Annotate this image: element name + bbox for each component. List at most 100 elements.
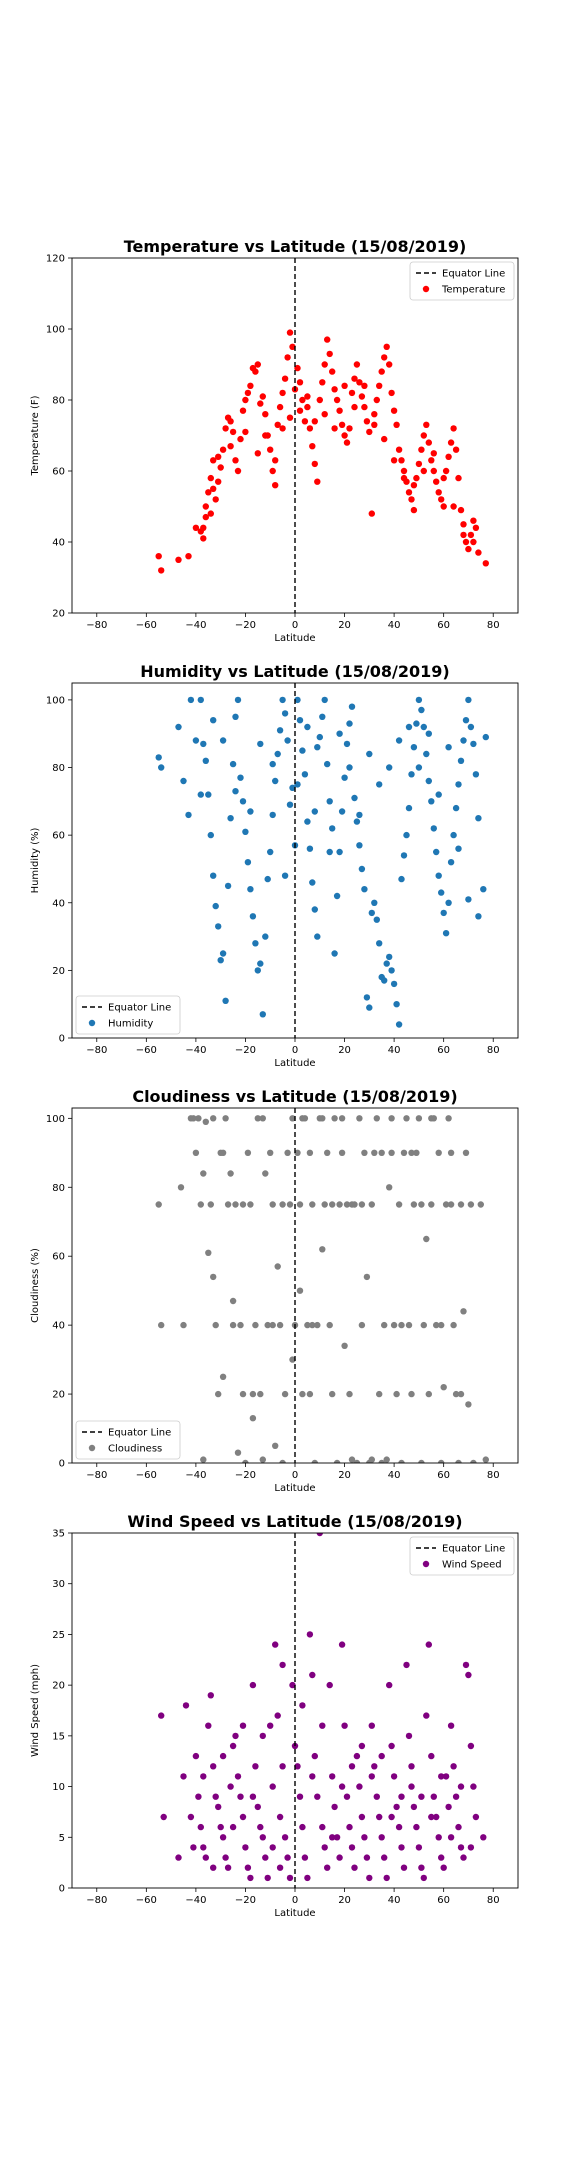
data-point — [331, 950, 338, 957]
data-point — [395, 1201, 403, 1208]
data-point — [319, 1823, 326, 1831]
data-point — [289, 784, 296, 791]
data-point — [415, 696, 423, 704]
data-point — [284, 1854, 291, 1861]
data-point — [386, 1681, 393, 1689]
data-point — [418, 1793, 425, 1800]
data-point — [333, 892, 341, 900]
data-point — [200, 1456, 207, 1463]
data-point — [393, 421, 400, 428]
data-point — [158, 1712, 165, 1719]
data-point — [410, 506, 418, 514]
data-point — [319, 1722, 326, 1729]
data-point — [393, 1390, 400, 1398]
data-point — [187, 1813, 195, 1821]
data-point — [457, 1844, 465, 1851]
data-point — [408, 1390, 415, 1398]
data-point — [284, 737, 291, 744]
y-tick-label: 60 — [52, 1252, 65, 1263]
data-point — [405, 723, 413, 731]
data-point — [457, 506, 465, 514]
data-point — [366, 1004, 373, 1011]
data-point — [358, 393, 366, 400]
data-point — [450, 831, 457, 839]
data-point — [376, 382, 383, 389]
data-point — [467, 1844, 475, 1851]
data-point — [279, 389, 286, 397]
data-point — [279, 1661, 286, 1669]
data-point — [222, 1854, 229, 1861]
data-point — [371, 421, 378, 428]
data-point — [420, 1321, 427, 1329]
data-point — [356, 379, 363, 386]
data-point — [267, 446, 274, 453]
data-point — [348, 1844, 356, 1851]
x-tick-label: −40 — [185, 620, 206, 631]
data-point — [405, 489, 413, 496]
data-point — [262, 432, 269, 439]
data-point — [321, 1201, 328, 1208]
data-point — [175, 723, 182, 731]
data-point — [363, 1273, 371, 1281]
legend-box — [409, 1536, 515, 1576]
data-point — [361, 1834, 368, 1841]
data-point — [229, 1321, 237, 1329]
data-point — [234, 1449, 242, 1456]
data-point — [222, 997, 229, 1004]
data-point — [306, 1631, 314, 1638]
data-point — [452, 804, 460, 812]
data-point — [215, 453, 222, 460]
x-tick-label: 0 — [292, 1470, 298, 1481]
y-tick-label: 0 — [59, 1884, 65, 1895]
data-point — [299, 396, 306, 404]
data-point — [381, 1321, 388, 1329]
data-point — [477, 1201, 484, 1208]
data-point — [408, 1149, 415, 1156]
data-point — [254, 1803, 261, 1811]
data-point — [279, 1201, 286, 1208]
data-point — [239, 1722, 247, 1729]
data-point — [304, 393, 311, 400]
x-tick-label: 60 — [437, 1470, 450, 1481]
data-point — [418, 1201, 425, 1208]
data-point — [381, 977, 388, 984]
y-tick-label: 30 — [52, 1579, 65, 1590]
data-point — [336, 1201, 343, 1208]
data-point — [210, 872, 217, 879]
data-point — [428, 1813, 435, 1821]
data-point — [329, 825, 336, 832]
data-point — [378, 368, 385, 375]
data-point — [291, 1742, 299, 1750]
data-point — [232, 457, 239, 464]
data-point — [262, 933, 269, 940]
data-point — [274, 1712, 281, 1719]
data-point — [346, 425, 353, 432]
data-point — [311, 906, 318, 913]
data-point — [212, 496, 219, 503]
data-point — [435, 1149, 442, 1156]
data-point — [281, 1390, 289, 1398]
data-point — [447, 1834, 455, 1841]
data-point — [272, 1641, 279, 1648]
data-point — [242, 1844, 249, 1851]
y-axis-label: Cloudiness (%) — [30, 1248, 41, 1323]
data-point — [192, 524, 200, 531]
data-point — [224, 1201, 232, 1208]
data-point — [376, 1390, 383, 1398]
legend-entry-label: Equator Line — [442, 1544, 505, 1555]
data-point — [373, 916, 380, 923]
data-point — [333, 1834, 341, 1841]
data-point — [190, 1844, 197, 1851]
data-point — [304, 723, 311, 731]
x-tick-label: −40 — [185, 1045, 206, 1056]
data-point — [398, 875, 405, 883]
data-point — [363, 418, 371, 425]
data-point — [447, 1149, 455, 1156]
x-tick-label: 0 — [292, 1045, 298, 1056]
data-point — [356, 811, 363, 819]
data-point — [210, 485, 217, 492]
data-point — [425, 1390, 432, 1398]
data-point — [428, 1201, 435, 1208]
y-tick-label: 35 — [52, 1529, 65, 1540]
